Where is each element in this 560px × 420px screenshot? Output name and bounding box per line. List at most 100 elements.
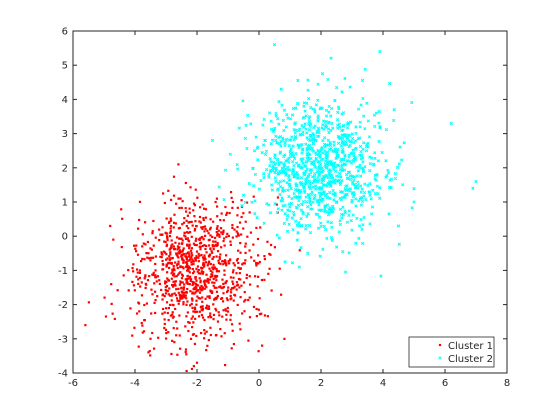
data-point bbox=[358, 184, 363, 188]
data-point bbox=[317, 164, 321, 168]
data-point bbox=[317, 208, 321, 212]
data-point bbox=[183, 294, 186, 297]
data-point bbox=[208, 295, 211, 298]
data-point bbox=[248, 296, 251, 299]
data-point bbox=[122, 274, 125, 277]
data-point bbox=[308, 207, 313, 211]
data-point bbox=[201, 203, 204, 206]
data-point bbox=[190, 326, 194, 329]
data-point bbox=[181, 242, 184, 245]
data-point bbox=[384, 159, 388, 163]
data-point bbox=[236, 225, 239, 229]
data-point bbox=[326, 127, 331, 131]
data-point bbox=[134, 247, 137, 250]
data-point bbox=[298, 223, 302, 228]
data-point bbox=[192, 365, 195, 368]
data-point bbox=[305, 176, 309, 180]
data-point bbox=[204, 261, 208, 264]
data-point bbox=[166, 311, 169, 315]
data-point bbox=[191, 280, 194, 283]
data-point bbox=[165, 307, 168, 310]
data-point bbox=[360, 227, 364, 232]
data-point bbox=[228, 152, 232, 156]
data-point bbox=[188, 271, 191, 274]
data-point bbox=[218, 257, 221, 260]
data-point bbox=[194, 259, 198, 262]
data-point bbox=[185, 260, 189, 263]
data-point bbox=[132, 244, 136, 247]
data-point bbox=[220, 335, 223, 338]
data-point bbox=[199, 206, 202, 209]
data-point bbox=[229, 314, 232, 317]
data-point bbox=[377, 121, 381, 125]
data-point bbox=[169, 246, 172, 250]
data-point bbox=[324, 143, 329, 147]
data-point bbox=[212, 318, 215, 321]
data-point bbox=[113, 317, 116, 321]
data-point bbox=[323, 149, 327, 153]
data-point bbox=[195, 243, 198, 247]
data-point bbox=[244, 259, 247, 262]
data-point bbox=[209, 312, 212, 315]
data-point bbox=[170, 239, 173, 242]
data-point bbox=[137, 345, 140, 348]
data-point bbox=[176, 327, 179, 330]
data-point bbox=[248, 211, 251, 214]
data-point bbox=[294, 151, 298, 156]
data-point bbox=[318, 149, 323, 153]
data-point bbox=[367, 135, 372, 139]
data-point bbox=[249, 231, 253, 234]
data-point bbox=[319, 147, 324, 151]
data-point bbox=[231, 282, 235, 285]
data-point bbox=[178, 283, 181, 286]
data-point bbox=[166, 238, 169, 242]
data-point bbox=[266, 315, 269, 318]
data-point bbox=[232, 342, 236, 346]
data-point bbox=[175, 253, 178, 256]
data-point bbox=[164, 292, 168, 295]
data-point bbox=[211, 235, 214, 239]
data-point bbox=[215, 244, 218, 247]
data-point bbox=[242, 262, 245, 265]
data-point bbox=[184, 265, 188, 268]
data-point bbox=[195, 299, 198, 302]
data-point bbox=[269, 159, 273, 164]
data-point bbox=[224, 254, 228, 257]
data-point bbox=[297, 145, 301, 150]
data-point bbox=[210, 291, 214, 295]
data-point bbox=[278, 179, 283, 184]
data-point bbox=[233, 285, 236, 288]
data-point bbox=[213, 266, 216, 269]
data-point bbox=[314, 151, 318, 155]
data-point bbox=[315, 198, 320, 202]
data-point bbox=[305, 205, 310, 209]
data-point bbox=[302, 182, 307, 186]
data-point bbox=[170, 257, 173, 260]
data-point bbox=[315, 129, 319, 133]
data-point bbox=[194, 276, 197, 279]
data-point bbox=[331, 207, 336, 211]
data-point bbox=[161, 268, 164, 271]
data-point bbox=[127, 269, 130, 272]
data-point bbox=[314, 165, 318, 170]
data-point bbox=[172, 304, 175, 307]
data-point bbox=[294, 106, 298, 110]
data-point bbox=[216, 215, 219, 218]
data-point bbox=[376, 191, 380, 196]
data-point bbox=[169, 314, 172, 317]
data-point bbox=[204, 227, 207, 231]
data-point bbox=[304, 200, 309, 204]
data-point bbox=[203, 282, 206, 285]
data-point bbox=[292, 213, 296, 217]
data-point bbox=[323, 208, 327, 212]
data-point bbox=[170, 277, 173, 280]
data-point bbox=[332, 161, 337, 165]
data-point bbox=[208, 267, 211, 270]
data-point bbox=[242, 212, 245, 215]
data-point bbox=[215, 227, 219, 230]
data-point bbox=[278, 150, 283, 154]
tick-label: -6 bbox=[68, 378, 78, 389]
data-point bbox=[132, 284, 136, 287]
data-point bbox=[197, 272, 200, 275]
data-point bbox=[235, 272, 238, 275]
